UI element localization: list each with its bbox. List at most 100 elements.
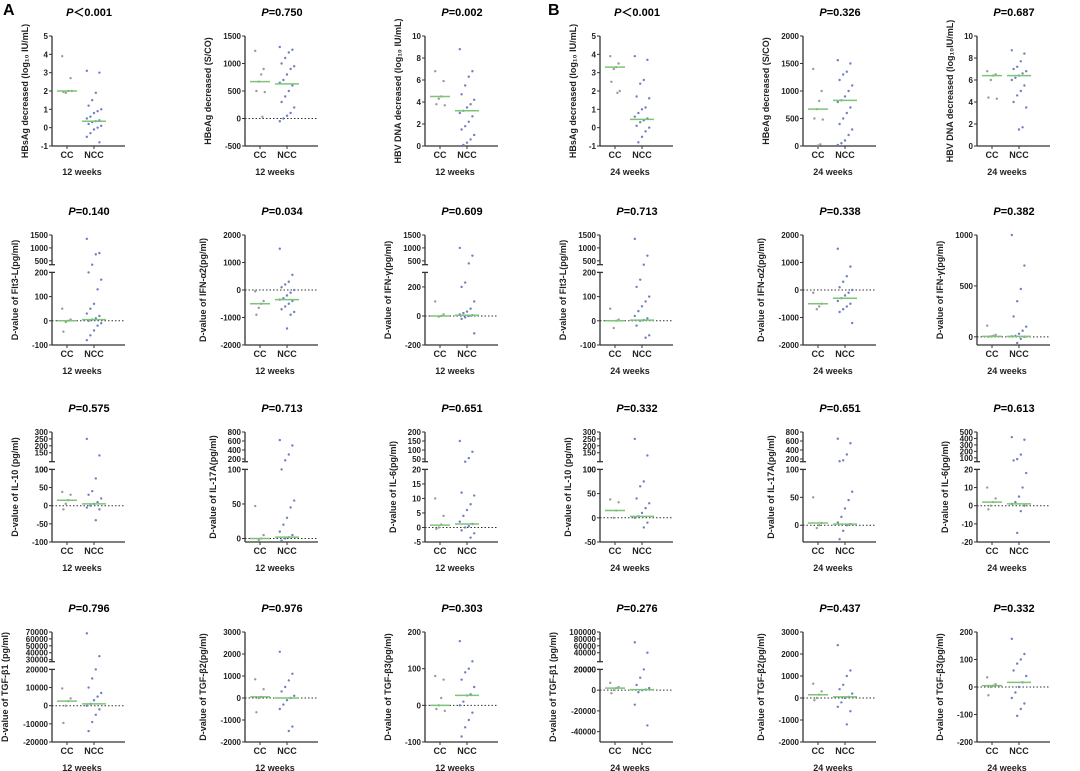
ncc-data-point [464, 460, 467, 463]
y-axis-label: D-value of IFN-α2(pg/ml) [756, 238, 766, 342]
panel-title: P=0.713 [616, 206, 657, 218]
ncc-data-point [1019, 658, 1022, 661]
ncc-data-point [838, 460, 841, 463]
ncc-data-point [644, 130, 647, 133]
ncc-data-point [642, 263, 645, 266]
p-value: =0.687 [1001, 7, 1035, 19]
p-label: P [441, 7, 449, 19]
cc-data-point [255, 89, 258, 93]
y-tick-label: 100000 [569, 628, 596, 637]
ncc-data-point [465, 141, 469, 144]
ncc-data-point [464, 125, 467, 128]
y-tick-label: 1000 [781, 259, 799, 268]
x-category-label-cc: CC [434, 546, 447, 556]
week-label: 24 weeks [610, 763, 650, 771]
y-tick-label: 0 [969, 683, 974, 692]
cc-data-point [434, 70, 437, 73]
p-value: =0.034 [269, 206, 304, 218]
y-tick-label: -1000 [779, 314, 800, 323]
ncc-data-point [291, 84, 294, 87]
y-axis-label: D-value of IL-17A(pg/ml) [208, 435, 218, 539]
week-label: 24 weeks [987, 366, 1027, 376]
y-tick-label: -1 [589, 142, 597, 151]
p-label: P [441, 603, 449, 615]
y-axis-label: D-value of IFN-γ(pg/ml) [383, 241, 393, 340]
panel-title: P=0.796 [68, 603, 109, 615]
ncc-data-point [87, 493, 90, 497]
y-axis-label: D-value of IFN-α2(pg/ml) [198, 238, 208, 342]
week-label: 12 weeks [255, 167, 295, 177]
y-tick-label: 500 [583, 257, 597, 266]
p-label: P [68, 403, 76, 415]
x-category-label-ncc: NCC [1009, 150, 1029, 160]
panel-title: P=0.140 [68, 206, 109, 218]
panel-title: P＜0.001 [614, 7, 660, 19]
y-axis-label: D-value of IL-17A(pg/ml) [766, 435, 776, 539]
p-value: =0.609 [449, 206, 483, 218]
y-tick-label: 300 [583, 428, 597, 437]
ncc-data-point [89, 307, 92, 310]
cc-data-point [255, 711, 258, 714]
panel-b-2: P=0.326 0 500 1000 1500 2000 HBeAg decreased (… [761, 7, 876, 177]
week-label: 12 weeks [62, 563, 102, 573]
cc-data-point [612, 326, 615, 330]
ncc-data-point [635, 683, 638, 687]
ncc-data-point [1010, 78, 1013, 82]
y-tick-label: 50 [39, 484, 48, 493]
week-label: 24 weeks [813, 563, 853, 573]
x-category-label-cc: CC [812, 546, 825, 556]
y-tick-label: 40000 [26, 649, 49, 658]
ncc-data-point [1021, 329, 1024, 332]
p-value: =0.613 [1001, 403, 1035, 415]
panel-title: P=0.332 [616, 403, 657, 415]
ncc-data-point [469, 307, 472, 310]
panel-a-1: P＜0.001 -1 0 1 2 3 4 5 HBsAg decreased (log₁₀ IU… [20, 7, 125, 177]
y-tick-label: 200 [786, 455, 800, 464]
cc-data-point [254, 290, 257, 293]
ncc-data-point [285, 516, 289, 519]
ncc-data-point [648, 97, 651, 100]
ncc-data-point [648, 126, 651, 129]
y-tick-label: 250 [35, 435, 49, 444]
p-value: =0.796 [76, 603, 110, 615]
ncc-data-point [91, 489, 94, 493]
p-label: P [819, 603, 827, 615]
ncc-data-point [633, 237, 636, 241]
cc-data-point [616, 91, 619, 95]
ncc-data-point [462, 700, 465, 703]
y-tick-label: 0 [237, 694, 242, 703]
panel-title: P=0.750 [261, 7, 302, 19]
ncc-data-point [464, 726, 467, 729]
p-value: =0.338 [827, 206, 861, 218]
ncc-data-point [465, 508, 469, 512]
week-label: 12 weeks [62, 763, 102, 771]
ncc-data-point [284, 685, 287, 689]
cc-data-point [609, 307, 612, 310]
ncc-data-point [1019, 707, 1022, 711]
week-label: 24 weeks [610, 167, 650, 177]
cc-data-point [254, 678, 257, 681]
x-category-label-cc: CC [609, 349, 622, 359]
x-category-label-cc: CC [812, 746, 825, 756]
week-label: 12 weeks [62, 366, 102, 376]
y-tick-label: 1000 [781, 672, 799, 681]
y-tick-label: 800 [786, 428, 800, 437]
ncc-data-point [1021, 72, 1024, 75]
x-category-label-ncc: NCC [632, 746, 652, 756]
ncc-data-point [1025, 106, 1028, 109]
panel-b-10: P=0.276-40000-20000020000200004000060000… [548, 603, 673, 771]
y-tick-label: 100 [960, 656, 974, 665]
y-tick-label: 4 [417, 98, 422, 107]
ncc-data-point [278, 438, 281, 442]
ncc-data-point [284, 283, 287, 286]
cc-data-point [442, 678, 445, 681]
panel-a-12: P=0.303 -100 0 100 200 D-value of TGF-β3(pg/m… [383, 603, 498, 771]
y-tick-label: -50 [584, 538, 596, 547]
ncc-data-point [851, 321, 854, 325]
ncc-data-point [92, 302, 96, 306]
ncc-data-point [460, 491, 463, 494]
x-category-label-cc: CC [986, 150, 999, 160]
ncc-data-point [284, 56, 287, 60]
y-tick-label: 100 [583, 465, 597, 474]
